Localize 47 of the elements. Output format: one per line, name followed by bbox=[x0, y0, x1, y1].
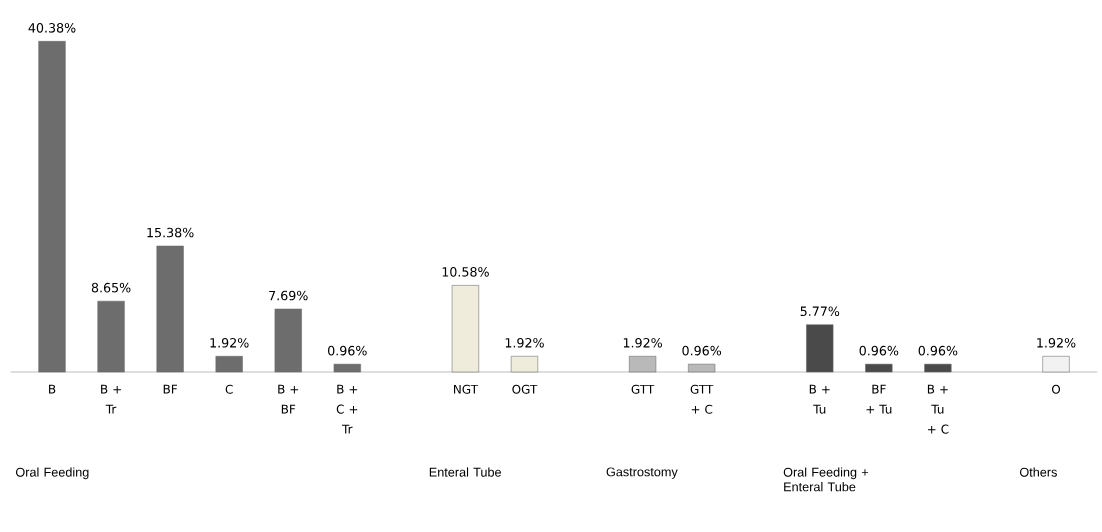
bar bbox=[865, 363, 893, 373]
x-tick-label: B + Tr bbox=[101, 384, 121, 414]
text: Oral Feeding bbox=[15, 467, 89, 480]
x-tick-label: BF bbox=[163, 384, 177, 394]
data-label: 1.92% bbox=[505, 337, 544, 348]
text: Others bbox=[1019, 467, 1057, 477]
data-label: 0.96% bbox=[682, 345, 722, 356]
data-label: 0.96% bbox=[859, 345, 899, 356]
bar bbox=[1042, 356, 1070, 373]
bar bbox=[806, 324, 834, 373]
x-tick-label: B + BF bbox=[278, 384, 299, 414]
bar bbox=[333, 363, 361, 373]
x-tick-label: BF + Tu bbox=[866, 384, 892, 414]
data-label: 1.92% bbox=[623, 337, 662, 348]
data-label: 5.77% bbox=[800, 306, 840, 317]
bar bbox=[628, 356, 657, 373]
bar bbox=[688, 363, 716, 373]
x-tick-label: C bbox=[225, 384, 233, 394]
data-label: 8.65% bbox=[91, 282, 131, 293]
x-tick-label: OGT bbox=[512, 384, 538, 394]
data-label: 1.92% bbox=[1037, 337, 1076, 348]
x-tick-label: B bbox=[49, 384, 56, 394]
data-label: 40.38% bbox=[28, 23, 76, 33]
data-label: 15.38% bbox=[147, 227, 194, 238]
x-tick-label: GTT + C bbox=[690, 384, 714, 414]
x-tick-label: B + Tu bbox=[809, 384, 830, 414]
x-tick-label: B + Tu + C bbox=[927, 384, 949, 434]
bar bbox=[156, 245, 184, 373]
data-label: 1.92% bbox=[210, 337, 249, 348]
data-label: 0.96% bbox=[328, 345, 367, 356]
x-tick-label: GTT bbox=[631, 384, 655, 394]
bar bbox=[924, 363, 952, 373]
bar bbox=[451, 285, 480, 373]
text: Enteral Tube bbox=[429, 467, 501, 477]
bar bbox=[510, 356, 539, 373]
bar bbox=[274, 308, 302, 373]
text: Gastrostomy bbox=[606, 467, 678, 479]
x-tick-label: O bbox=[1051, 384, 1061, 394]
x-tick-label: B + C + Tr bbox=[336, 384, 358, 434]
data-label: 0.96% bbox=[918, 345, 958, 356]
bar bbox=[97, 300, 125, 373]
data-label: 7.69% bbox=[269, 290, 308, 301]
data-label: 10.58% bbox=[442, 267, 489, 277]
bar bbox=[215, 356, 243, 373]
text: Oral Feeding + Enteral Tube bbox=[783, 467, 869, 492]
x-tick-label: NGT bbox=[454, 384, 479, 394]
bar bbox=[38, 41, 66, 373]
